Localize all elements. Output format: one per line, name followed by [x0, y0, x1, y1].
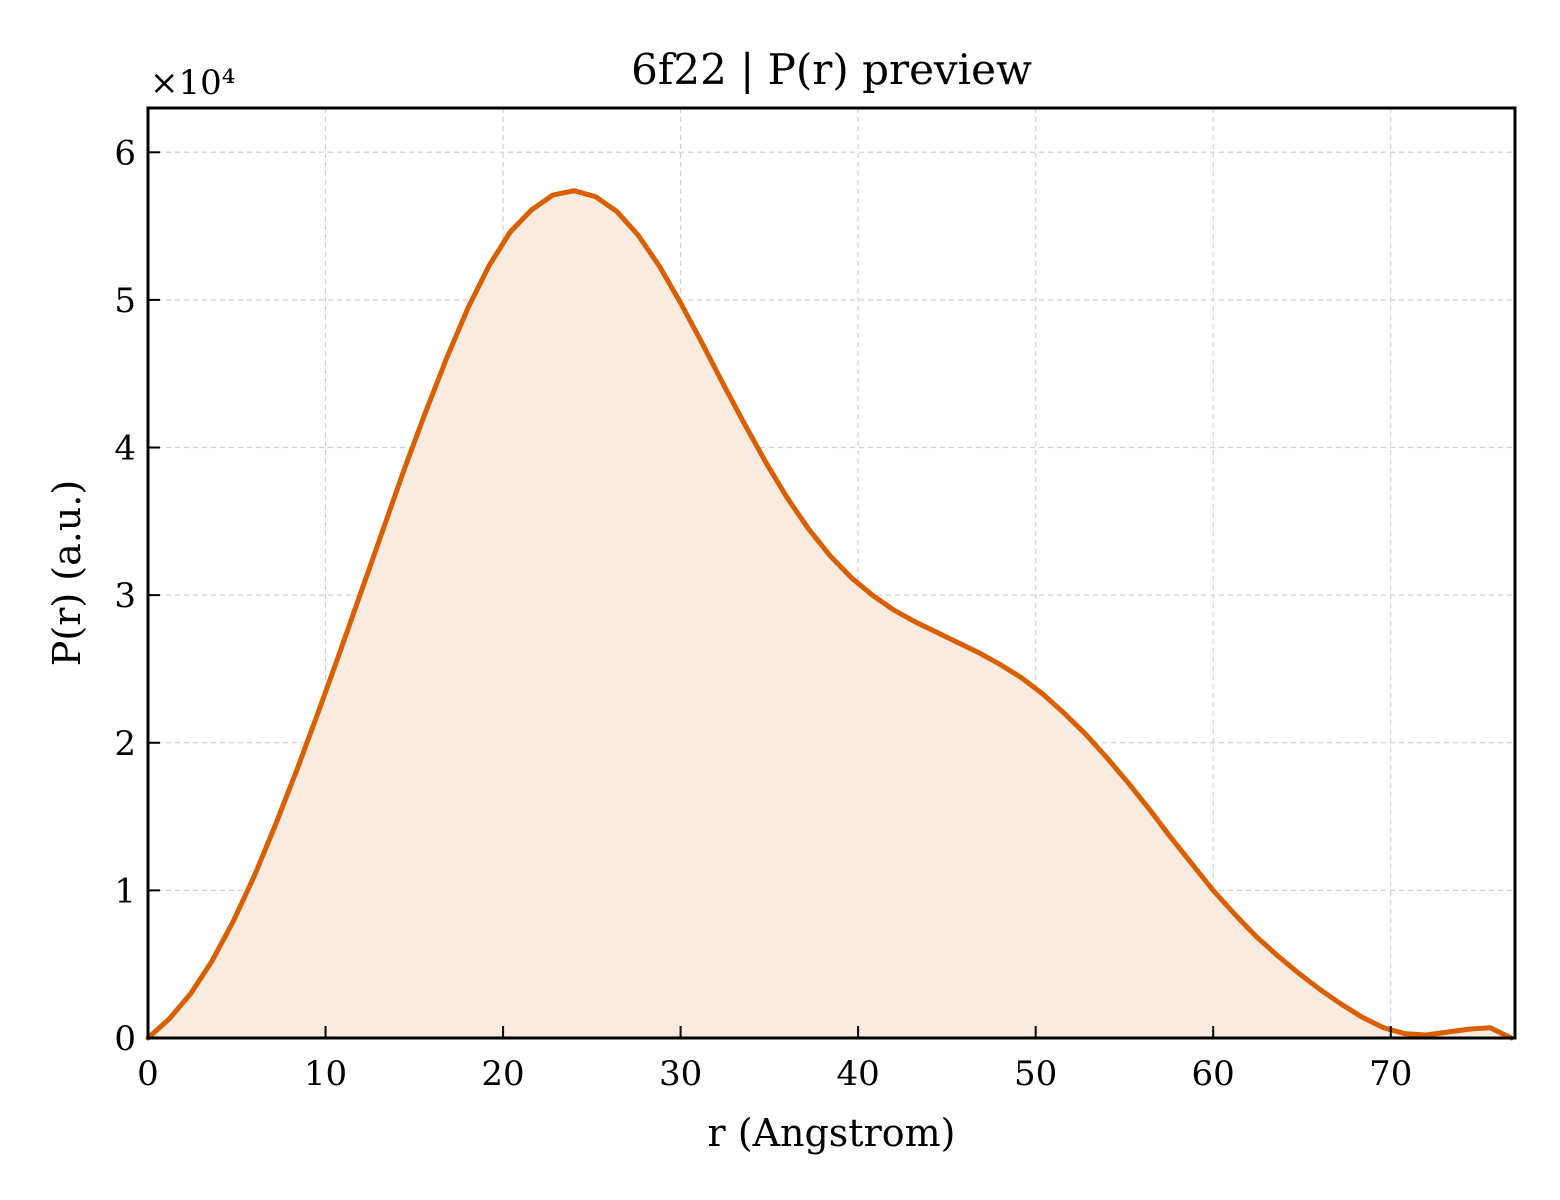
y-tick-label: 3 — [114, 576, 136, 616]
x-tick-label: 0 — [137, 1054, 159, 1094]
tick-labels: 0 10 20 30 40 50 60 70 0 1 2 3 4 5 6 — [114, 133, 1412, 1094]
y-tick-label: 1 — [114, 871, 136, 911]
x-tick-label: 50 — [1014, 1054, 1057, 1094]
y-axis-label: P(r) (a.u.) — [45, 480, 89, 666]
x-axis-label: r (Angstrom) — [708, 1111, 956, 1155]
y-axis-multiplier: ×10⁴ — [150, 63, 235, 103]
chart-title: 6f22 | P(r) preview — [631, 45, 1032, 94]
y-tick-label: 5 — [114, 281, 136, 321]
axes-frame — [146, 106, 1517, 1040]
x-tick-label: 30 — [659, 1054, 702, 1094]
y-tick-label: 2 — [114, 724, 136, 764]
x-tick-label: 70 — [1369, 1054, 1412, 1094]
y-tick-label: 0 — [114, 1019, 136, 1059]
x-tick-label: 20 — [481, 1054, 524, 1094]
y-tick-label: 4 — [114, 429, 136, 469]
pr-curve-line — [145, 188, 1514, 1041]
x-tick-label: 40 — [836, 1054, 879, 1094]
x-tick-label: 10 — [304, 1054, 347, 1094]
x-tick-label: 60 — [1192, 1054, 1235, 1094]
ticks — [147, 151, 1392, 1039]
y-tick-label: 6 — [114, 133, 136, 173]
pr-area-fill — [148, 190, 1512, 1038]
plot-area — [145, 188, 1514, 1041]
